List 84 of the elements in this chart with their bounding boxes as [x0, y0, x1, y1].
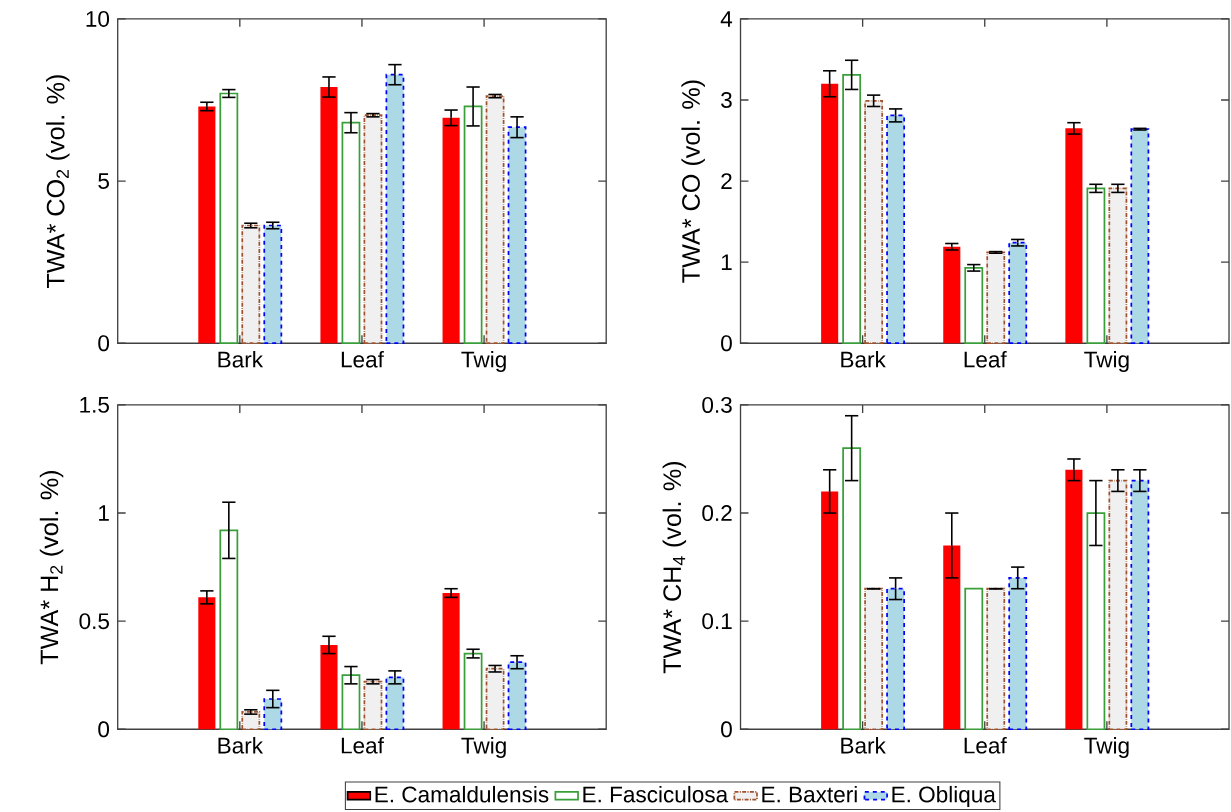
y-tick-label: 3	[721, 92, 732, 109]
bar	[821, 491, 839, 730]
bar	[1008, 241, 1028, 345]
y-tick-label: 0	[721, 335, 732, 352]
bar	[463, 652, 483, 731]
y-tick-label: 4	[720, 11, 733, 27]
bar	[986, 251, 1006, 345]
y-tick-label: 0.2	[702, 505, 732, 522]
bar	[219, 529, 239, 731]
x-tick-label: Bark	[841, 351, 886, 368]
y-tick-label: 1.5	[80, 397, 109, 413]
bar	[986, 587, 1006, 731]
bar	[463, 105, 483, 345]
bar	[864, 100, 884, 345]
legend-label: E. Fasciculosa	[583, 785, 729, 803]
x-tick-label: Leaf	[964, 351, 1007, 368]
bar	[1086, 187, 1106, 345]
bar	[241, 224, 261, 345]
y-axis-title: TWA* CO (vol. %)	[681, 80, 705, 283]
y-axis-title: TWA* CH$_{4}$ (vol. %)	[662, 462, 687, 674]
bar	[219, 92, 239, 345]
bar	[964, 267, 984, 345]
bar	[1086, 512, 1106, 731]
x-tick-label: Bark	[841, 737, 886, 754]
bar	[442, 117, 460, 344]
y-tick-label: 10	[86, 10, 110, 27]
bar	[1130, 128, 1150, 345]
x-tick-label: Leaf	[341, 351, 384, 368]
y-tick-label: 0	[721, 721, 732, 738]
y-tick-label: 5	[98, 173, 109, 190]
bar	[842, 447, 862, 731]
x-tick-label: Twig	[1084, 737, 1129, 759]
bar	[864, 587, 884, 731]
bar	[363, 114, 383, 345]
bar	[241, 711, 261, 731]
bar	[198, 106, 216, 344]
bar	[1065, 469, 1083, 730]
bar	[507, 661, 527, 731]
y-tick-label: 0	[98, 335, 110, 352]
bar	[1008, 577, 1028, 731]
bar	[485, 667, 505, 731]
bar	[442, 593, 460, 730]
x-tick-label: Leaf	[341, 737, 384, 754]
x-tick-label: Leaf	[964, 737, 1007, 754]
y-tick-label: 1	[99, 505, 109, 521]
x-tick-label: Twig	[461, 737, 506, 759]
bar	[943, 246, 961, 344]
bar	[363, 680, 383, 731]
bar	[507, 126, 527, 345]
y-tick-label: 0.3	[702, 397, 732, 413]
bar	[964, 587, 984, 731]
x-tick-label: Twig	[461, 351, 506, 373]
bar	[485, 95, 505, 345]
bar	[341, 121, 361, 345]
bar	[1108, 479, 1128, 731]
y-tick-label: 0	[98, 721, 110, 738]
bar	[320, 87, 338, 344]
bar	[320, 645, 338, 730]
bar	[1108, 187, 1128, 345]
y-tick-label: 0.1	[702, 613, 732, 630]
bar	[886, 114, 906, 345]
y-axis-title: TWA* H$_{2}$ (vol. %)	[39, 471, 64, 665]
legend-label: E. Camaldulensis	[375, 785, 549, 803]
bar	[263, 698, 283, 731]
y-tick-label: 0.5	[79, 613, 109, 630]
y-axis-title: TWA* CO$_{2}$ (vol. %)	[46, 75, 70, 289]
bar	[1130, 479, 1150, 731]
legend-label: E. Obliqua	[892, 785, 996, 807]
bar	[385, 73, 405, 345]
bar	[263, 224, 283, 345]
bar	[842, 74, 862, 345]
bar	[821, 83, 839, 344]
bar	[385, 676, 405, 731]
y-tick-label: 2	[721, 173, 732, 190]
bar	[1065, 128, 1083, 344]
bar	[943, 545, 961, 730]
bar	[198, 597, 216, 730]
x-tick-label: Bark	[218, 737, 264, 754]
bar	[886, 587, 906, 731]
legend-label: E. Baxteri	[762, 785, 857, 803]
bar	[341, 674, 361, 731]
y-tick-label: 1	[721, 254, 732, 270]
x-tick-label: Bark	[218, 351, 264, 368]
x-tick-label: Twig	[1084, 351, 1129, 373]
